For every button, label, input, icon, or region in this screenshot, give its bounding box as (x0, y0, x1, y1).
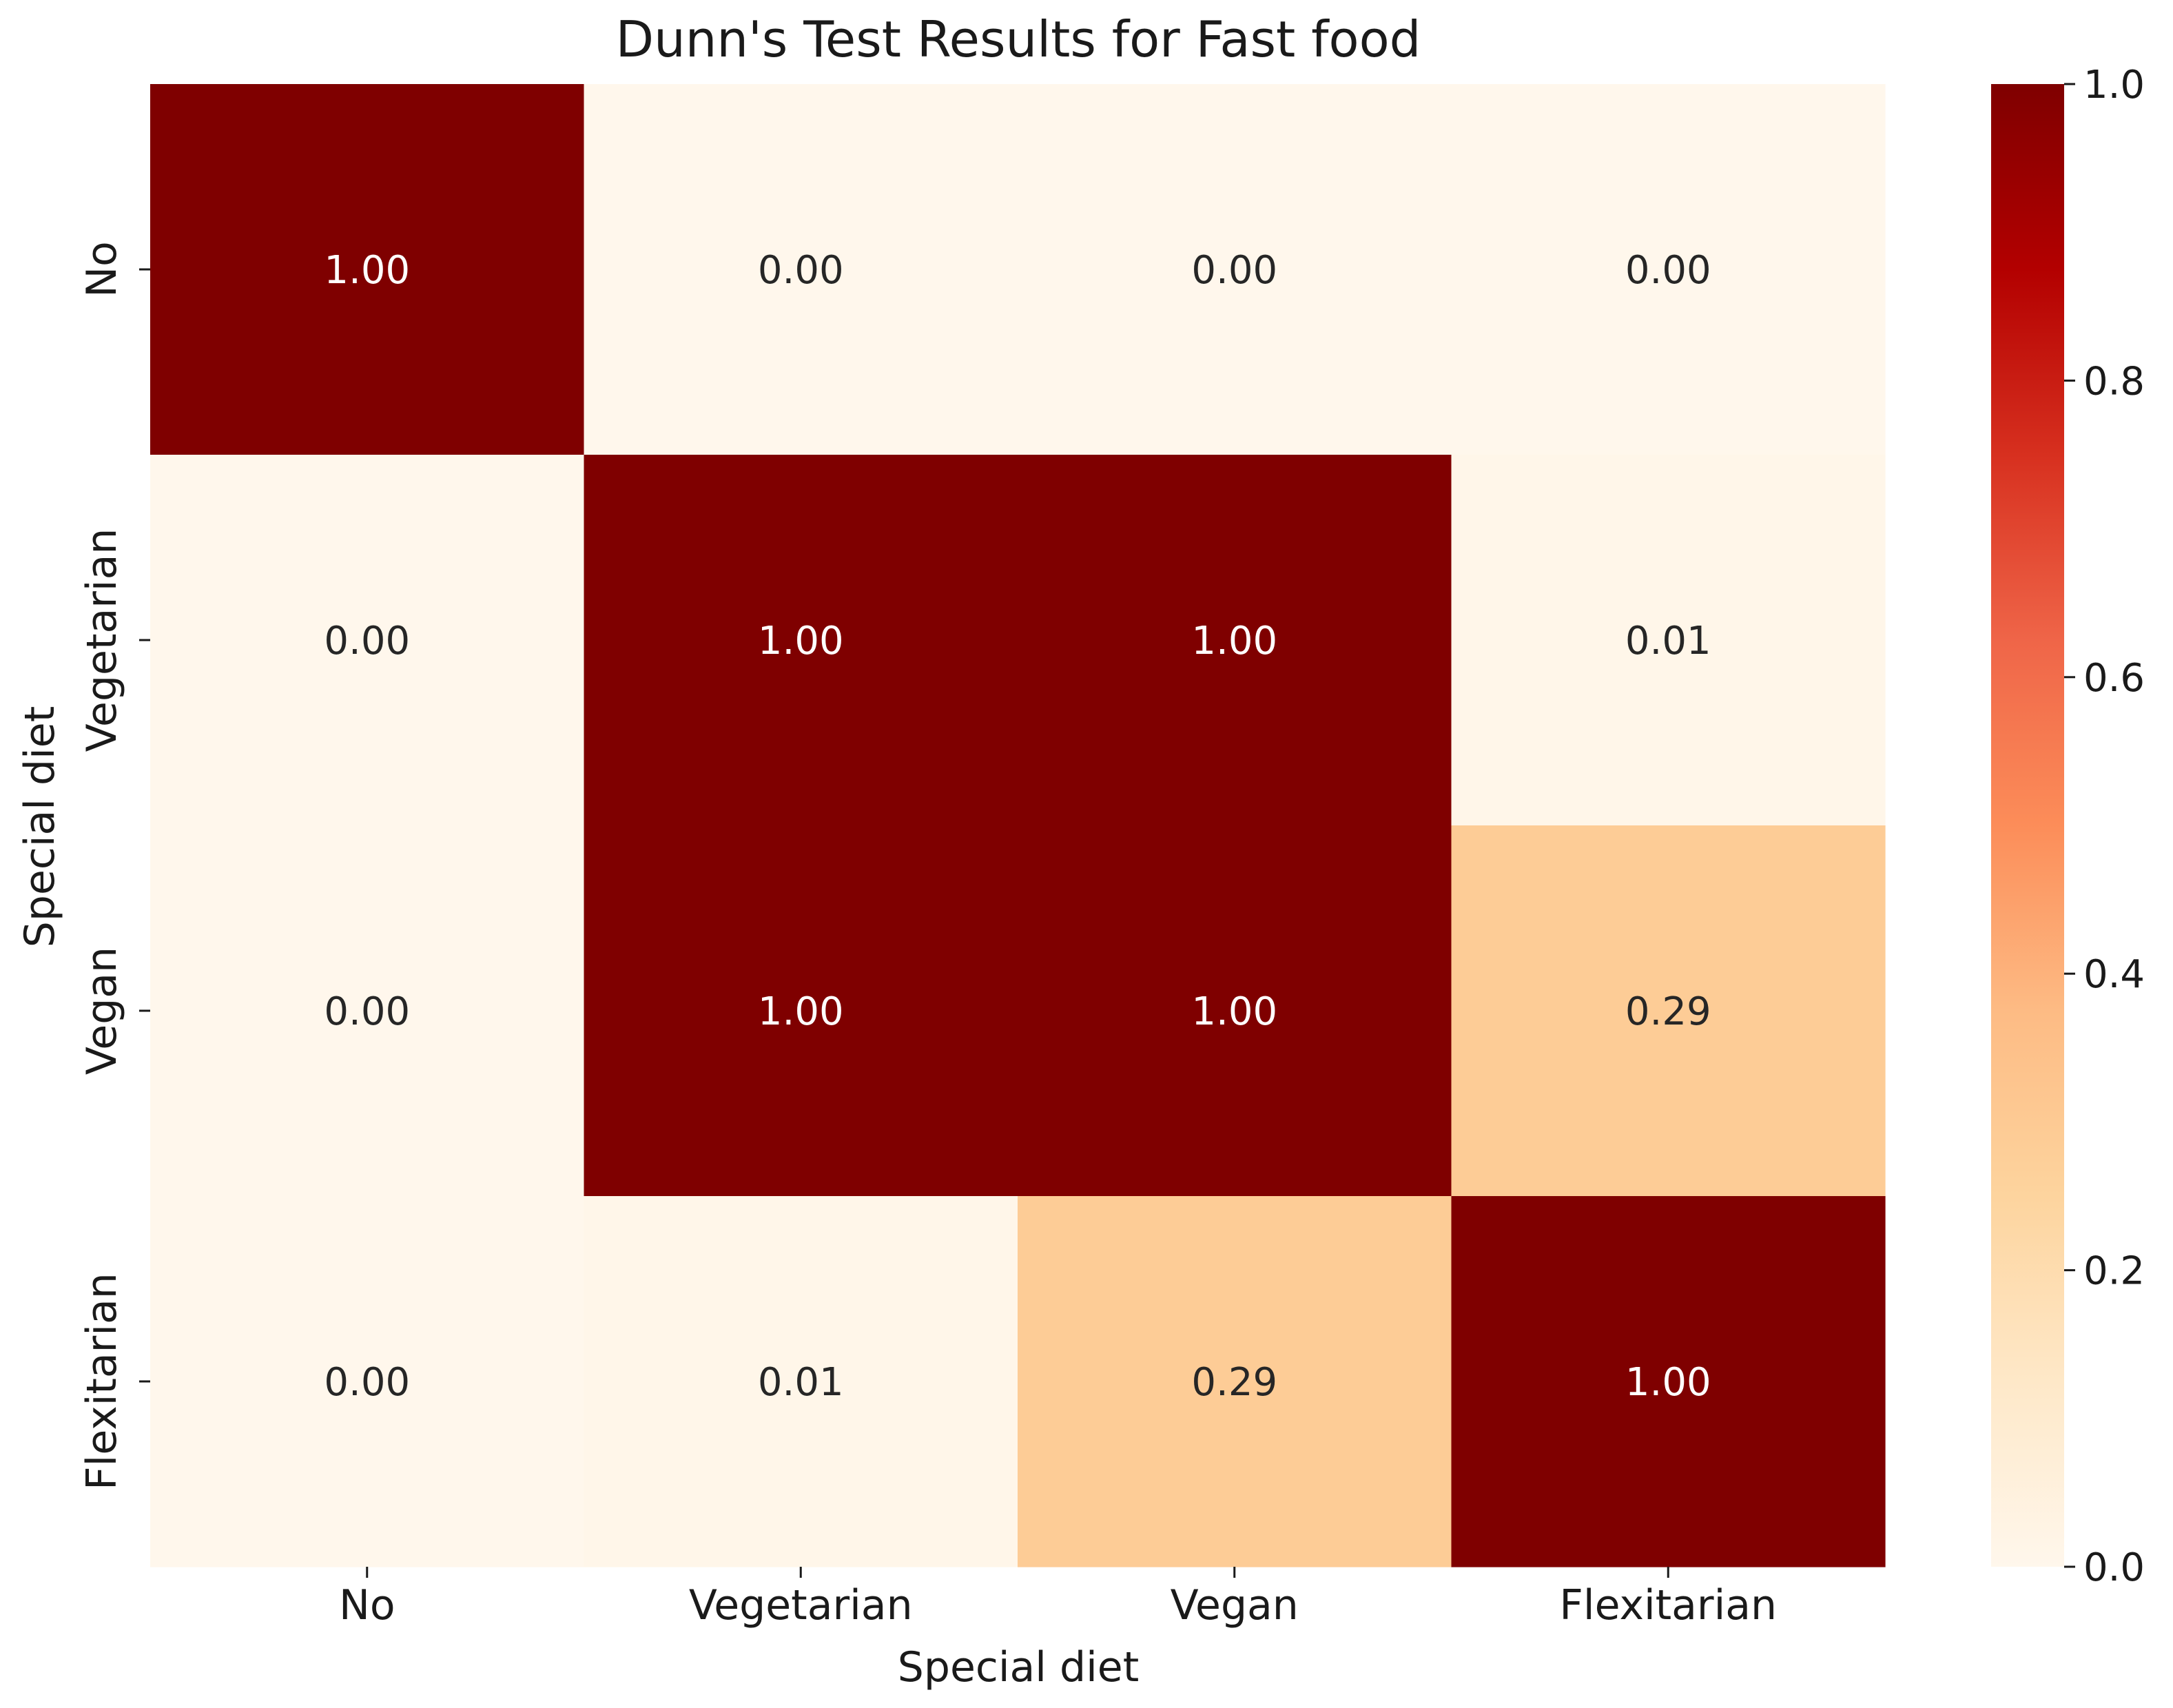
x-tick-label: Vegan (1171, 1581, 1299, 1629)
y-axis-ticks: No Vegetarian Vegan Flexitarian (78, 241, 150, 1490)
cell-value-label: 1.00 (1625, 1360, 1711, 1405)
cell-value-label: 1.00 (758, 619, 844, 663)
cell-value-label: 0.01 (758, 1360, 844, 1405)
cell-value-label: 1.00 (1191, 989, 1277, 1034)
cell-value-label: 1.00 (758, 989, 844, 1034)
heatmap-cell (584, 84, 1018, 455)
heatmap-cell (150, 825, 585, 1197)
cell-value-label: 0.29 (1191, 1360, 1277, 1405)
y-axis-label: Special diet (16, 706, 64, 947)
colorbar-tick-label: 0.6 (2083, 656, 2145, 701)
heatmap-cell (584, 455, 1018, 826)
x-tick-label: Flexitarian (1559, 1581, 1777, 1629)
heatmap-cell (1018, 84, 1452, 455)
colorbar (1991, 84, 2064, 1567)
heatmap-cell (1018, 1196, 1452, 1567)
heatmap-cell (1451, 84, 1886, 455)
colorbar-ticks: 0.0 0.2 0.4 0.6 0.8 1.0 (2064, 63, 2145, 1590)
x-axis-ticks: No Vegetarian Vegan Flexitarian (339, 1567, 1777, 1629)
cell-value-label: 1.00 (324, 248, 410, 293)
colorbar-tick-label: 0.0 (2083, 1545, 2145, 1590)
heatmap-cell (1451, 1196, 1886, 1567)
x-tick-label: Vegetarian (689, 1581, 913, 1629)
cell-value-label: 0.00 (758, 248, 844, 293)
cell-value-label: 0.00 (324, 989, 410, 1034)
colorbar-tick-label: 0.8 (2083, 359, 2145, 404)
colorbar-tick-label: 0.4 (2083, 952, 2145, 997)
heatmap-cell (150, 1196, 585, 1567)
cell-value-label: 0.00 (1191, 248, 1277, 293)
heatmap-cell (1451, 455, 1886, 826)
heatmap-cell (1018, 455, 1452, 826)
cell-value-label: 0.00 (1625, 248, 1711, 293)
x-axis-label: Special diet (898, 1643, 1139, 1691)
heatmap-cells (150, 84, 1886, 1567)
cell-value-label: 0.00 (324, 619, 410, 663)
heatmap-cell (1451, 825, 1886, 1197)
y-tick-label: No (78, 241, 126, 298)
cell-value-label: 0.01 (1625, 619, 1711, 663)
heatmap-cell (150, 84, 585, 455)
heatmap-cell (1018, 825, 1452, 1197)
chart-title: Dunn's Test Results for Fast food (616, 10, 1421, 68)
heatmap-cell-labels: 1.00 0.00 0.00 0.00 0.00 1.00 1.00 0.01 0.00 1.00… (324, 248, 1711, 1405)
cell-value-label: 0.00 (324, 1360, 410, 1405)
heatmap-cell (150, 455, 585, 826)
colorbar-tick-label: 1.0 (2083, 63, 2145, 107)
colorbar-tick-label: 0.2 (2083, 1249, 2145, 1294)
y-tick-label: Vegetarian (78, 528, 126, 752)
heatmap-cell (584, 825, 1018, 1197)
x-tick-label: No (339, 1581, 395, 1629)
y-tick-label: Vegan (78, 947, 126, 1075)
cell-value-label: 0.29 (1625, 989, 1711, 1034)
heatmap-cell (584, 1196, 1018, 1567)
cell-value-label: 1.00 (1191, 619, 1277, 663)
y-tick-label: Flexitarian (78, 1273, 126, 1490)
